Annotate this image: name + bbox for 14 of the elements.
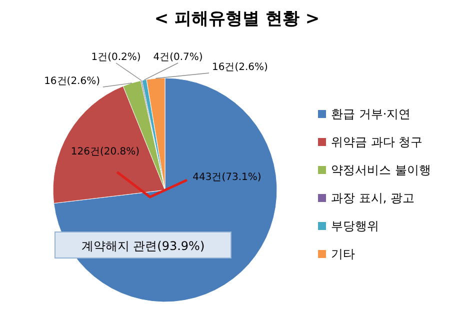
data-label: 1건(0.2%) [91,52,141,63]
data-label: 126건(20.8%) [70,146,140,158]
text: 계약해지 관련(93.9%) [81,239,205,253]
data-label: 4건(0.7%) [153,52,203,63]
legend-label: 부당행위 [331,219,379,233]
chart-title: < 피해유형별 현황 > [154,9,320,29]
legend-label: 약정서비스 불이행 [331,163,431,177]
legend-label: 기타 [331,247,355,261]
legend-label: 위약금 과다 청구 [331,135,423,149]
data-label: 443건(73.1%) [192,172,262,183]
data-label: 16건(2.6%) [212,62,268,73]
data-label: 16건(2.6%) [44,76,100,87]
legend-label: 과장 표시, 광고 [331,191,414,205]
legend-label: 환급 거부·지연 [331,107,411,121]
